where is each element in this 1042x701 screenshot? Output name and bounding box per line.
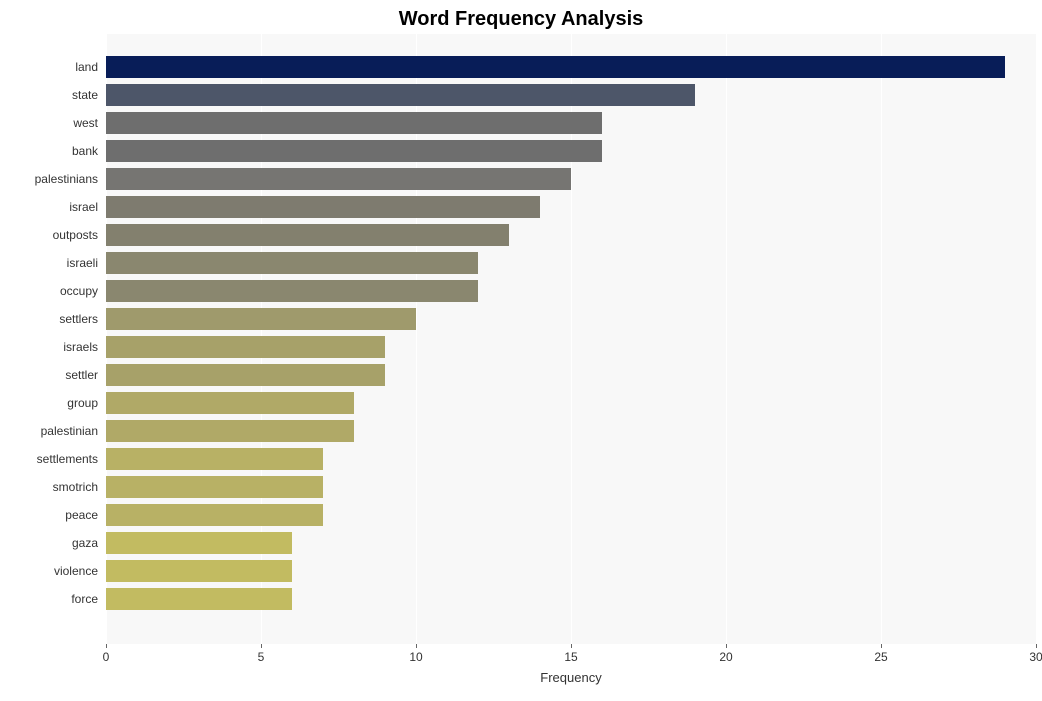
- y-tick-label: israel: [0, 196, 98, 218]
- bar: [106, 588, 292, 610]
- bar: [106, 168, 571, 190]
- x-tick-mark: [726, 644, 727, 648]
- bar-row: [106, 112, 1036, 134]
- bar-row: [106, 476, 1036, 498]
- bar-row: [106, 336, 1036, 358]
- y-tick-label: israels: [0, 336, 98, 358]
- x-tick-mark: [416, 644, 417, 648]
- bar-row: [106, 196, 1036, 218]
- x-tick-mark: [881, 644, 882, 648]
- y-tick-label: settlers: [0, 308, 98, 330]
- bar-row: [106, 84, 1036, 106]
- y-tick-label: west: [0, 112, 98, 134]
- bar-row: [106, 392, 1036, 414]
- bar: [106, 392, 354, 414]
- y-tick-label: palestinians: [0, 168, 98, 190]
- bar: [106, 560, 292, 582]
- y-tick-label: land: [0, 56, 98, 78]
- chart-title: Word Frequency Analysis: [0, 8, 1042, 31]
- bar: [106, 280, 478, 302]
- bar-row: [106, 560, 1036, 582]
- y-tick-label: gaza: [0, 532, 98, 554]
- y-tick-label: israeli: [0, 252, 98, 274]
- bar-row: [106, 364, 1036, 386]
- bar-row: [106, 280, 1036, 302]
- bar-row: [106, 252, 1036, 274]
- bar-row: [106, 532, 1036, 554]
- x-tick-mark: [261, 644, 262, 648]
- y-tick-label: smotrich: [0, 476, 98, 498]
- x-tick-label: 0: [103, 650, 110, 664]
- y-tick-label: force: [0, 588, 98, 610]
- bar-row: [106, 168, 1036, 190]
- x-axis-label: Frequency: [106, 670, 1036, 685]
- x-tick-mark: [571, 644, 572, 648]
- y-tick-label: outposts: [0, 224, 98, 246]
- bar-row: [106, 504, 1036, 526]
- bar: [106, 336, 385, 358]
- x-tick-mark: [1036, 644, 1037, 648]
- bar: [106, 532, 292, 554]
- bar: [106, 252, 478, 274]
- x-tick-label: 10: [409, 650, 422, 664]
- y-tick-label: settlements: [0, 448, 98, 470]
- y-tick-label: state: [0, 84, 98, 106]
- bar-row: [106, 308, 1036, 330]
- bar: [106, 308, 416, 330]
- bar: [106, 56, 1005, 78]
- bar-row: [106, 224, 1036, 246]
- x-tick-label: 25: [874, 650, 887, 664]
- gridline: [1036, 34, 1037, 644]
- bar: [106, 112, 602, 134]
- x-tick-mark: [106, 644, 107, 648]
- bar: [106, 504, 323, 526]
- bar-row: [106, 140, 1036, 162]
- x-tick-label: 30: [1029, 650, 1042, 664]
- bar: [106, 420, 354, 442]
- bar: [106, 224, 509, 246]
- y-tick-label: palestinian: [0, 420, 98, 442]
- bar: [106, 476, 323, 498]
- y-tick-label: violence: [0, 560, 98, 582]
- bar: [106, 84, 695, 106]
- bar: [106, 196, 540, 218]
- bar-row: [106, 448, 1036, 470]
- y-tick-label: settler: [0, 364, 98, 386]
- bar: [106, 448, 323, 470]
- x-tick-label: 5: [258, 650, 265, 664]
- word-frequency-chart: Word Frequency Analysis Frequency 0 5 10 15…: [0, 0, 1042, 701]
- x-tick-label: 20: [719, 650, 732, 664]
- bar-row: [106, 420, 1036, 442]
- y-tick-label: occupy: [0, 280, 98, 302]
- bar: [106, 364, 385, 386]
- bar-row: [106, 588, 1036, 610]
- bar: [106, 140, 602, 162]
- x-tick-label: 15: [564, 650, 577, 664]
- bar-row: [106, 56, 1036, 78]
- y-tick-label: bank: [0, 140, 98, 162]
- y-tick-label: group: [0, 392, 98, 414]
- y-tick-label: peace: [0, 504, 98, 526]
